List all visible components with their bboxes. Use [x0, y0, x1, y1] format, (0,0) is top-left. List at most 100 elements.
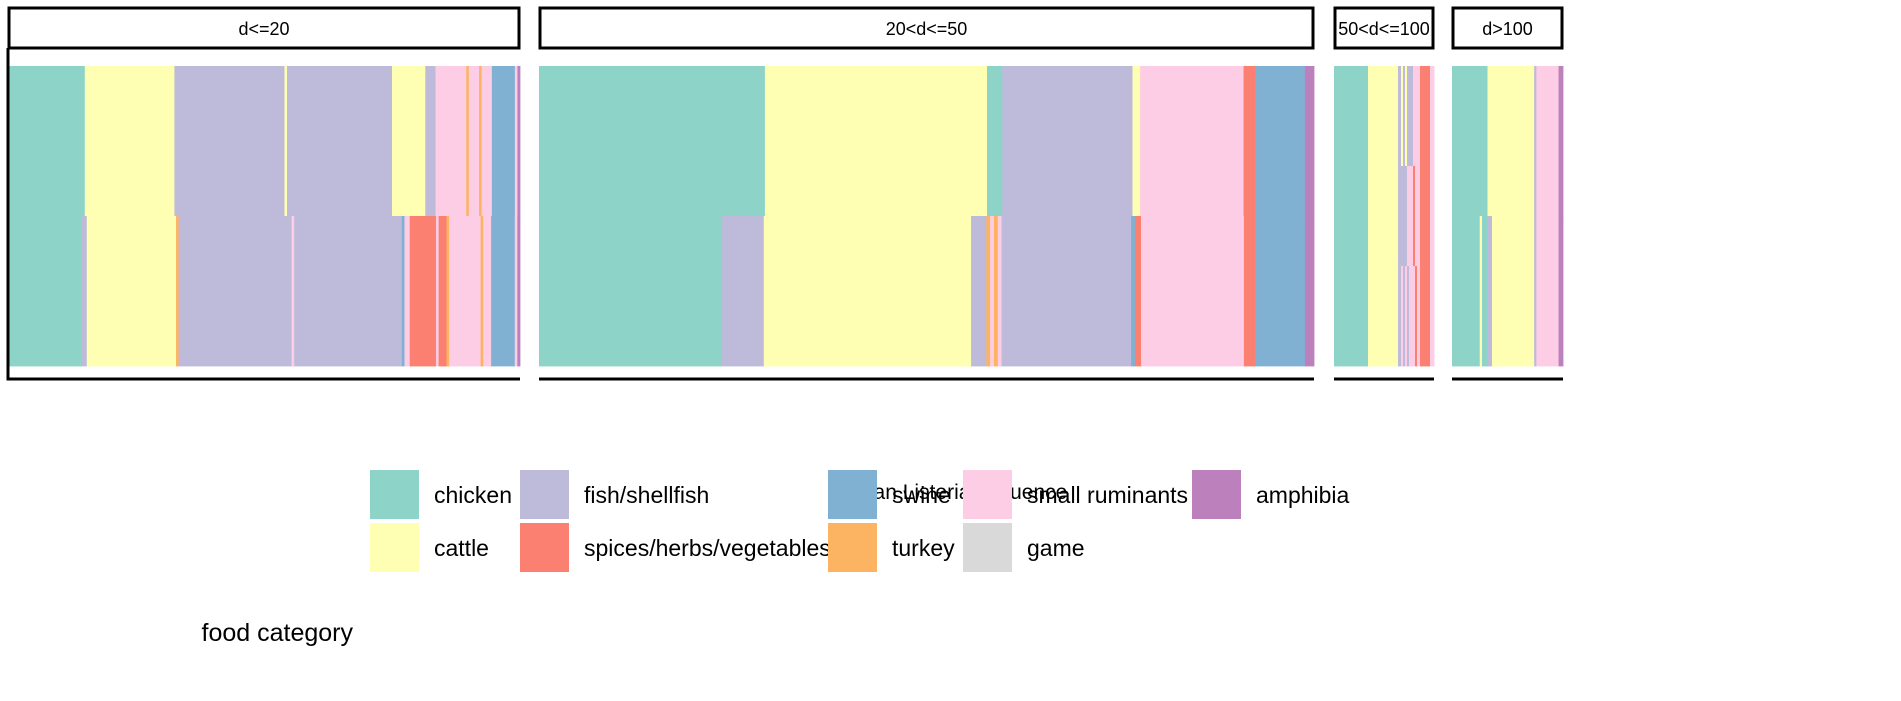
- heatmap-cell: [1430, 266, 1435, 367]
- legend-swatch: [828, 523, 877, 572]
- heatmap-cell: [446, 216, 450, 367]
- heatmap-cell: [291, 216, 295, 367]
- heatmap-cell: [1398, 266, 1402, 367]
- heatmap-cell: [1002, 66, 1133, 217]
- heatmap-cell: [401, 216, 405, 367]
- heatmap-cell: [1141, 216, 1245, 367]
- heatmap-cell: [404, 216, 411, 367]
- legend-swatch: [370, 523, 419, 572]
- legend-swatch: [520, 523, 569, 572]
- heatmap-cell: [1413, 66, 1421, 167]
- heatmap-cell: [1255, 66, 1306, 217]
- heatmap-cell: [1134, 216, 1142, 367]
- heatmap-cell: [1420, 166, 1431, 267]
- heatmap-cell: [1368, 166, 1399, 267]
- heatmap-cell: [1243, 216, 1256, 367]
- heatmap-cell: [1452, 216, 1481, 367]
- heatmap-cell: [8, 216, 82, 367]
- heatmap-cell: [1491, 216, 1535, 367]
- heatmap-cell: [517, 216, 521, 367]
- heatmap-cell: [721, 216, 765, 367]
- heatmap-cell: [1536, 216, 1559, 367]
- heatmap-cell: [1255, 216, 1306, 367]
- heatmap-cell: [1413, 166, 1416, 267]
- heatmap-cell: [491, 66, 516, 217]
- legend-swatch: [520, 470, 569, 519]
- heatmap-cell: [993, 216, 999, 367]
- legend-swatch: [963, 523, 1012, 572]
- heatmap-cell: [1243, 66, 1256, 217]
- heatmap-cell: [1405, 66, 1408, 167]
- heatmap-cell: [294, 216, 403, 367]
- heatmap-cell: [1368, 66, 1399, 167]
- legend-label: chicken: [434, 482, 512, 508]
- legend: food category chicken cattle fish/shellfis…: [202, 470, 1350, 647]
- legend-item: turkey: [828, 523, 955, 572]
- heatmap-cell: [1368, 266, 1399, 367]
- heatmap-cell: [517, 66, 521, 217]
- heatmap-cell: [990, 216, 995, 367]
- heatmap-cell: [479, 66, 482, 217]
- heatmap-cell: [449, 216, 482, 367]
- heatmap-cell: [514, 66, 518, 217]
- legend-item: small ruminants: [963, 470, 1188, 519]
- heatmap-cell: [1430, 66, 1435, 167]
- heatmap-cell: [1536, 66, 1559, 217]
- heatmap-cell: [1558, 216, 1564, 367]
- facet-strip: [1333, 6, 1435, 50]
- facet-label: 20<d<=50: [886, 19, 968, 39]
- heatmap-cell: [483, 216, 492, 367]
- facet-label: 50<d<=100: [1338, 19, 1430, 39]
- heatmap-cell: [84, 66, 175, 217]
- heatmap-cell: [1415, 166, 1421, 267]
- legend-item: swine: [828, 470, 951, 519]
- heatmap-cell: [1334, 166, 1369, 267]
- heatmap-cell: [287, 66, 393, 217]
- heatmap-cell: [1415, 266, 1418, 367]
- legend-swatch: [828, 470, 877, 519]
- heatmap-cell: [1405, 266, 1408, 367]
- heatmap-cell: [392, 66, 426, 217]
- heatmap-cell: [997, 216, 1002, 367]
- heatmap-cell: [1001, 216, 1132, 367]
- legend-label: cattle: [434, 535, 489, 561]
- heatmap-cell: [1409, 266, 1416, 367]
- heatmap-cell: [1479, 216, 1483, 367]
- panel-1: d<=20: [7, 6, 521, 381]
- heatmap-cell: [8, 66, 86, 217]
- heatmap-cell: [438, 216, 447, 367]
- heatmap-cell: [1420, 66, 1431, 167]
- legend-swatch: [370, 470, 419, 519]
- heatmap-cell: [1452, 66, 1488, 217]
- legend-label: game: [1027, 535, 1085, 561]
- legend-item: cattle: [370, 523, 489, 572]
- heatmap-cell: [1407, 166, 1414, 267]
- heatmap-cell: [1304, 216, 1315, 367]
- legend-swatch: [963, 470, 1012, 519]
- panel-3: 50<d<=100: [1333, 6, 1435, 381]
- legend-swatch: [1192, 470, 1241, 519]
- heatmap-cell: [1407, 266, 1410, 367]
- heatmap-cell: [1401, 66, 1404, 167]
- heatmap-cell: [1398, 66, 1402, 167]
- facet-label: d<=20: [238, 19, 289, 39]
- heatmap-cell: [480, 216, 484, 367]
- heatmap-cell: [1403, 266, 1406, 367]
- facet-strip: [7, 6, 521, 50]
- legend-label: amphibia: [1256, 482, 1350, 508]
- heatmap-cell: [1534, 216, 1537, 367]
- heatmap-cell: [178, 216, 292, 367]
- heatmap-cell: [491, 216, 516, 367]
- heatmap-cell: [435, 216, 440, 367]
- heatmap-cell: [466, 66, 470, 217]
- legend-item: amphibia: [1192, 470, 1350, 519]
- heatmap-cell: [1481, 216, 1488, 367]
- legend-label: spices/herbs/vegetables: [584, 535, 831, 561]
- heatmap-cell: [468, 66, 480, 217]
- facet-strip: [1451, 6, 1564, 50]
- heatmap-cell: [1487, 66, 1535, 217]
- heatmap-cell: [763, 216, 972, 367]
- heatmap-cell: [409, 216, 437, 367]
- heatmap-cell: [425, 66, 436, 217]
- heatmap-cell: [1534, 66, 1537, 217]
